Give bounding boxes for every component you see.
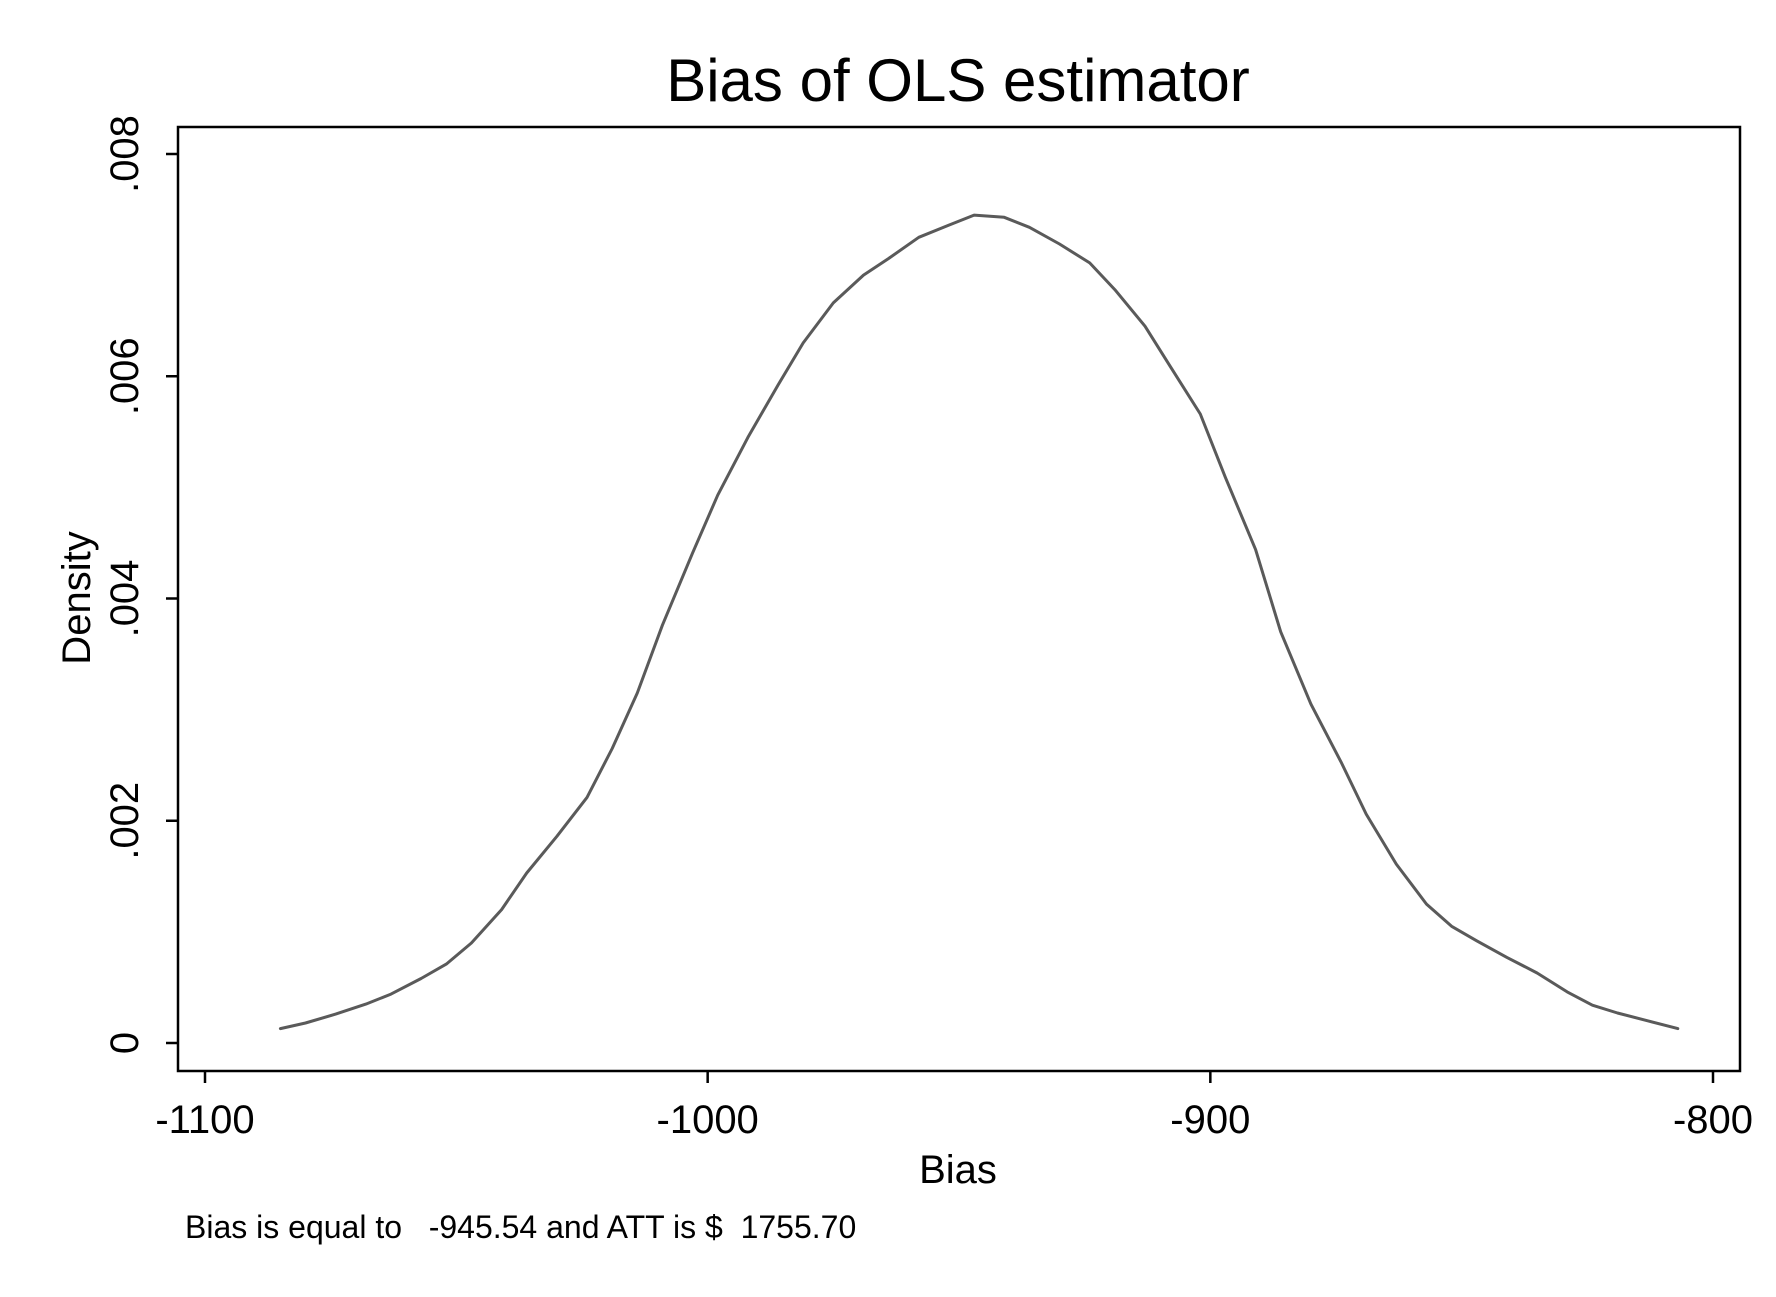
x-tick-label: -1100 [155,1098,254,1142]
series-layer [278,213,1680,1031]
y-tick-label: .008 [103,115,147,193]
chart-title: Bias of OLS estimator [666,47,1250,114]
y-axis: 0 .002 .004 .006 .008 [103,115,178,1054]
x-tick-label: -1000 [657,1098,759,1142]
density-line [278,213,1680,1031]
x-tick-label: -900 [1170,1098,1250,1142]
y-tick-label: 0 [103,1032,147,1054]
x-axis-label: Bias [919,1148,997,1192]
chart-note: Bias is equal to -945.54 and ATT is $ 17… [185,1209,856,1245]
y-tick-label: .004 [103,560,147,638]
y-tick-label: .006 [103,337,147,415]
x-tick-label: -800 [1673,1098,1753,1142]
y-tick-label: .002 [103,782,147,860]
y-axis-label: Density [55,531,99,664]
x-axis: -1100 -1000 -900 -800 [155,1071,1753,1142]
